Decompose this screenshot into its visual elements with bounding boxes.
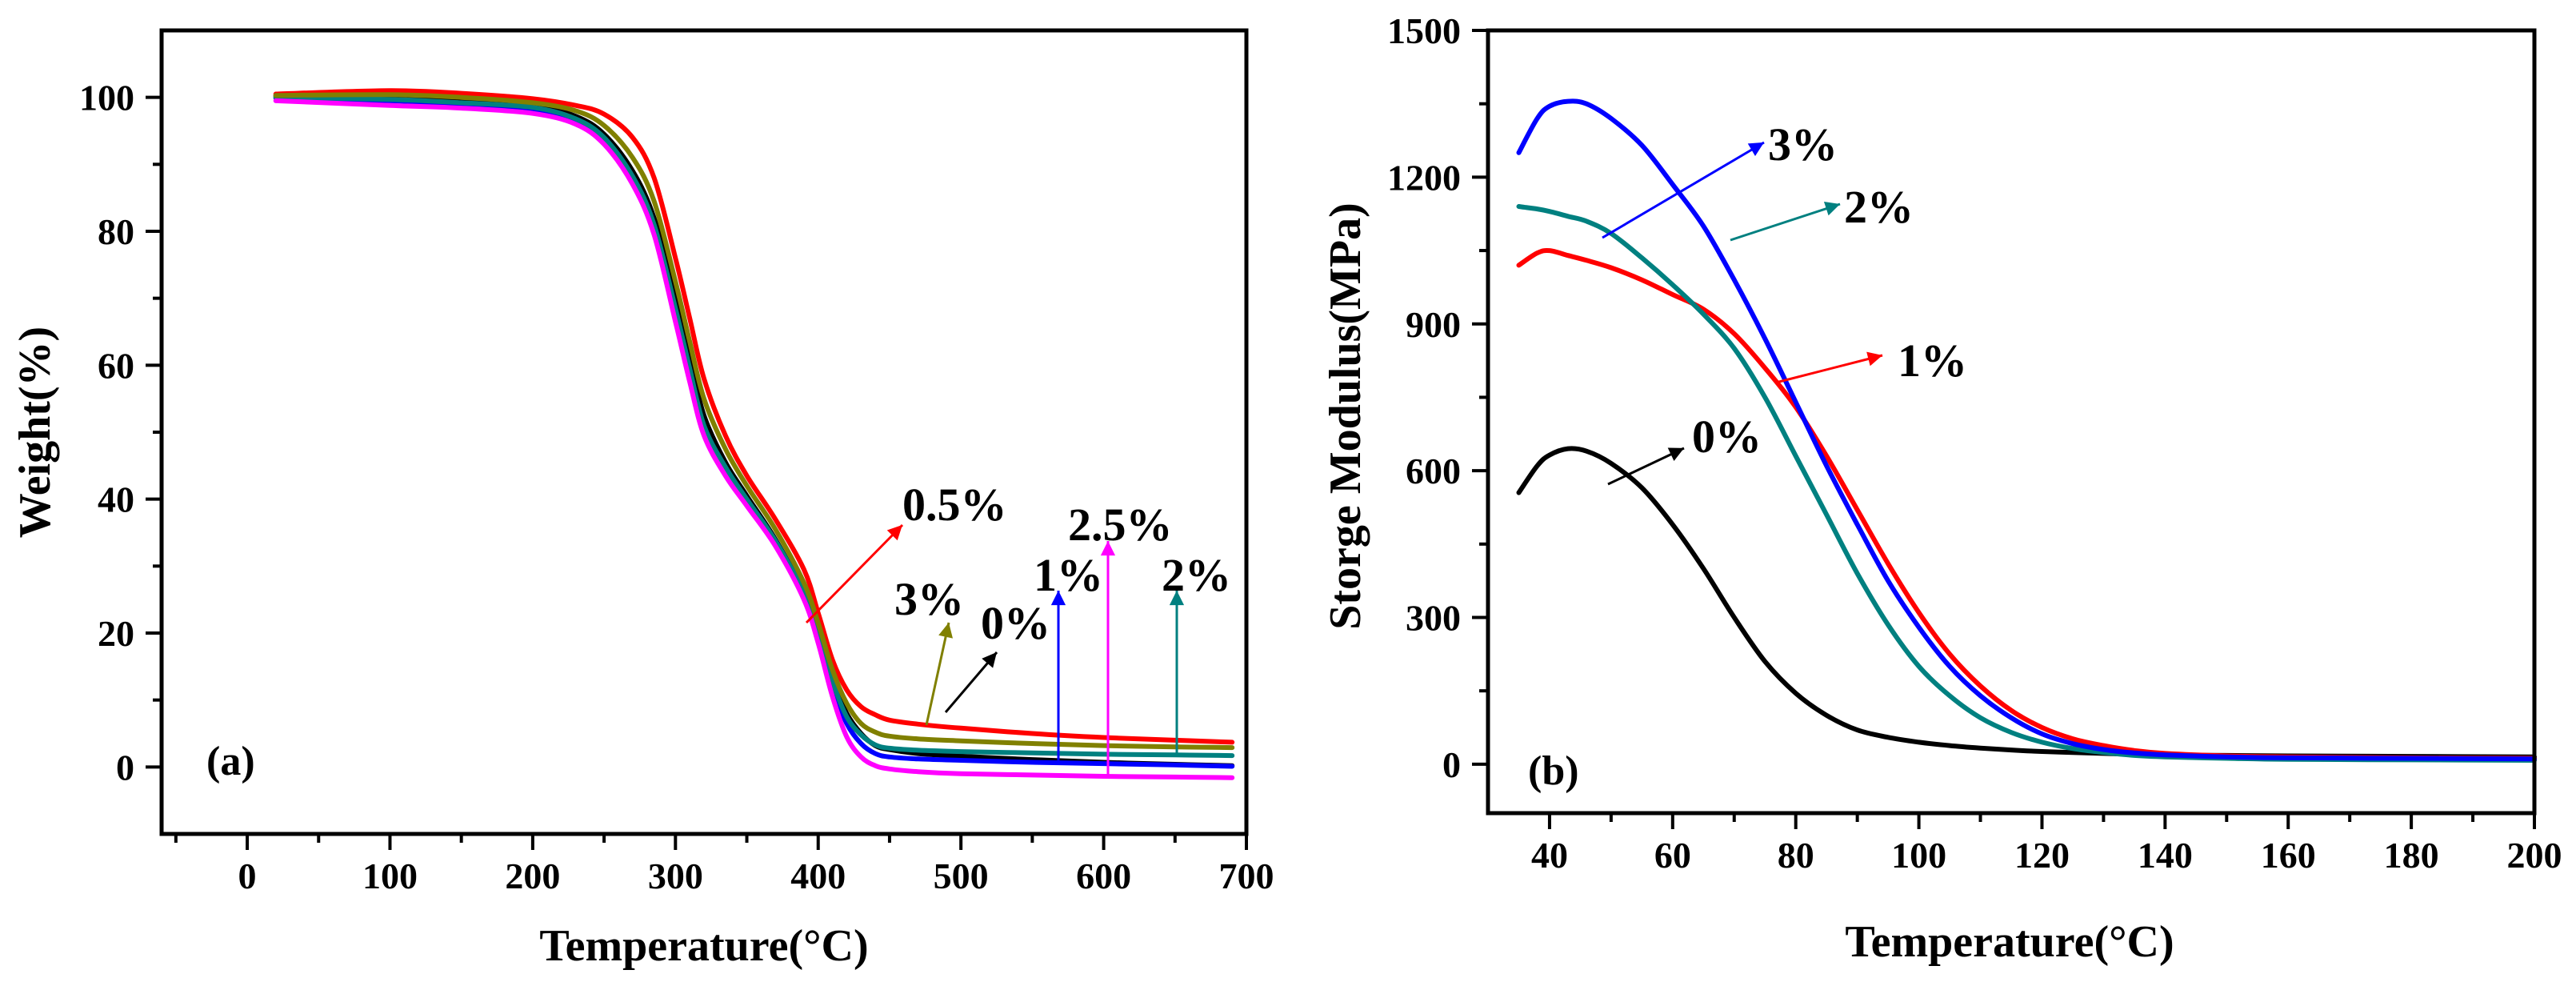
panel-b-y-tick-label: 900 bbox=[1406, 304, 1461, 345]
panel-b-curve-1pct bbox=[1516, 247, 2537, 761]
panel-a-x-tick-label: 400 bbox=[790, 856, 846, 896]
panel-b-curve-2pct bbox=[1516, 204, 2537, 763]
panel-b-annotation-3pct: 3% bbox=[1768, 118, 1838, 170]
panel-a-label: (a) bbox=[206, 739, 255, 784]
panel-b-annotation-2pct: 2% bbox=[1844, 181, 1914, 233]
panel-a-arrow-3pct bbox=[925, 622, 953, 726]
panel-a-x-tick-label: 200 bbox=[505, 856, 560, 896]
panel-a-arrow-0p5pct bbox=[805, 523, 904, 624]
panel-a-curve-2pct bbox=[273, 94, 1235, 759]
panel-a-x-axis-title: Temperature(°C) bbox=[539, 921, 868, 971]
panel-b-x-tick-label: 60 bbox=[1654, 835, 1691, 876]
panel-b-x-tick-label: 40 bbox=[1531, 835, 1568, 876]
panel-b-arrow-2pct bbox=[1730, 201, 1841, 242]
panel-a-x-tick-label: 300 bbox=[648, 856, 703, 896]
panel-a-plot-frame bbox=[159, 28, 1249, 836]
panel-b-x-tick-label: 80 bbox=[1778, 835, 1814, 876]
panel-a-x-tick-label: 600 bbox=[1076, 856, 1131, 896]
panel-a-annotation-0pct: 0% bbox=[981, 597, 1050, 649]
panel-a-annotations: 0.5% 3% 0%1%2.5%2% bbox=[805, 479, 1231, 775]
panel-b-x-tick-label: 120 bbox=[2014, 835, 2070, 876]
panel-b-ticks: 40 60 80 100 120 140 160 180 200 0 300 600 900 1200 15… bbox=[1387, 10, 2562, 876]
panel-a-y-tick-label: 100 bbox=[79, 78, 134, 118]
panel-a-curve-3pct bbox=[273, 92, 1235, 751]
panel-b-y-tick-label: 1500 bbox=[1387, 10, 1461, 51]
panel-b-x-axis-title: Temperature(°C) bbox=[1845, 917, 2174, 967]
panel-a-arrow-0pct bbox=[944, 651, 998, 713]
panel-a-curve-2p5pct bbox=[273, 98, 1235, 780]
panel-b-plot-frame bbox=[1486, 28, 2537, 816]
panel-b-annotations: 3%2% 1% 0% bbox=[1602, 118, 1967, 486]
panel-a-x-tick-label: 100 bbox=[362, 856, 418, 896]
panel-b-curve-3pct bbox=[1516, 98, 2537, 762]
panel-b-arrow-3pct bbox=[1602, 141, 1765, 239]
panel-a-y-tick-label: 20 bbox=[98, 613, 134, 654]
panel-a-annotation-2pct: 2% bbox=[1162, 549, 1231, 601]
panel-b-curve-0pct bbox=[1516, 446, 2537, 760]
panel-a-y-tick-label: 80 bbox=[98, 211, 134, 252]
panel-a-annotation-3pct: 3% bbox=[894, 573, 964, 625]
panel-a-curve-1pct bbox=[273, 95, 1235, 769]
panel-b-x-tick-label: 200 bbox=[2507, 835, 2562, 876]
panel-b-annotation-0pct: 0% bbox=[1692, 411, 1762, 463]
panel-a-curve-0p5pct bbox=[273, 88, 1235, 745]
panel-a-ticks: 0 100 200 300 400 500 600 700 0 20 40 60 80 100 bbox=[79, 78, 1274, 896]
panel-b-y-tick-label: 1200 bbox=[1387, 157, 1461, 198]
panel-b-y-tick-label: 0 bbox=[1442, 744, 1461, 785]
panel-b-x-tick-label: 100 bbox=[1891, 835, 1946, 876]
panel-a-annotation-0p5pct: 0.5% bbox=[902, 479, 1007, 531]
panel-b-x-tick-label: 180 bbox=[2384, 835, 2439, 876]
panel-a-y-tick-label: 60 bbox=[98, 345, 134, 386]
panel-b-curves bbox=[1516, 98, 2537, 763]
panel-b-arrow-1pct bbox=[1775, 351, 1883, 384]
panel-b-annotation-1pct: 1% bbox=[1898, 335, 1967, 387]
panel-b-x-tick-label: 140 bbox=[2138, 835, 2193, 876]
panel-a-tga: 0 100 200 300 400 500 600 700 0 20 40 60 80 100 0.5% 3… bbox=[10, 28, 1274, 971]
panel-a-x-tick-label: 500 bbox=[934, 856, 989, 896]
panel-a-x-tick-label: 0 bbox=[238, 856, 257, 896]
panel-a-y-axis-title: Weight(%) bbox=[10, 327, 60, 538]
panel-b-y-tick-label: 600 bbox=[1406, 451, 1461, 491]
panel-b-x-tick-label: 160 bbox=[2261, 835, 2316, 876]
panel-a-annotation-2p5pct: 2.5% bbox=[1068, 499, 1173, 551]
panel-a-x-tick-label: 700 bbox=[1219, 856, 1274, 896]
panel-a-annotation-1pct: 1% bbox=[1034, 549, 1103, 601]
panel-b-dma: 40 60 80 100 120 140 160 180 200 0 300 600 900 1200 15… bbox=[1321, 10, 2562, 967]
panel-a-curve-0pct bbox=[273, 94, 1235, 768]
panel-b-y-tick-label: 300 bbox=[1406, 598, 1461, 639]
panel-b-y-axis-title: Storge Modulus(MPa) bbox=[1321, 202, 1370, 630]
panel-a-y-tick-label: 0 bbox=[116, 747, 134, 788]
panel-a-curves bbox=[273, 88, 1235, 780]
panel-b-label: (b) bbox=[1528, 748, 1579, 794]
panel-b-arrow-0pct bbox=[1607, 447, 1685, 486]
panel-a-y-tick-label: 40 bbox=[98, 479, 134, 520]
